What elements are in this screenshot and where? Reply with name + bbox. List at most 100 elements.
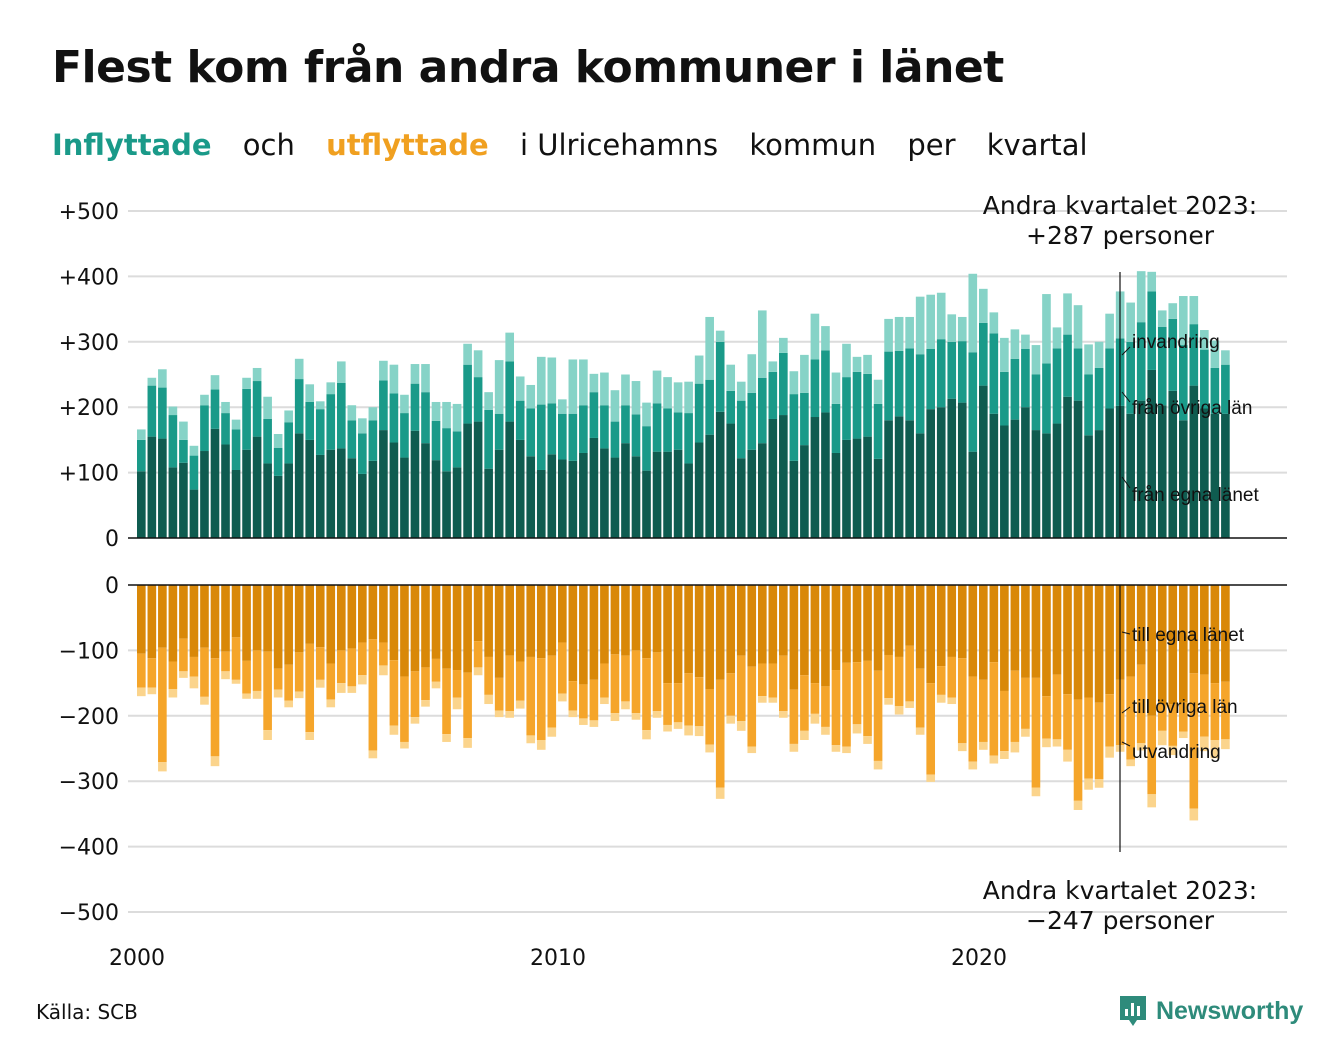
out-bar-q31-s2	[463, 738, 472, 748]
ytick-in-300: +300	[59, 331, 119, 356]
out-bar-q103-s0	[1221, 585, 1230, 682]
out-bar-q81-s2	[989, 755, 999, 764]
out-bar-q14-s0	[284, 585, 293, 665]
in-bar-q40-s1	[558, 413, 567, 460]
out-bar-q71-s2	[884, 698, 893, 705]
in-bar-q101-s2	[1200, 330, 1209, 350]
out-bar-q58-s1	[747, 666, 757, 747]
out-bar-q40-s0	[558, 585, 567, 643]
out-bar-q102-s1	[1210, 683, 1220, 740]
in-bar-q88-s0	[1063, 396, 1072, 538]
label-till-ovriga-lan: till övriga län	[1132, 697, 1238, 718]
out-bar-q41-s0	[568, 585, 578, 682]
in-bar-q25-s1	[400, 413, 409, 458]
out-bar-q28-s0	[431, 585, 441, 659]
out-bar-q27-s1	[421, 667, 430, 701]
out-bar-q20-s2	[347, 686, 357, 693]
in-bar-q26-s0	[410, 430, 420, 538]
in-bar-q92-s1	[1105, 348, 1114, 409]
in-bar-q86-s0	[1042, 433, 1051, 538]
out-bar-q95-s2	[1136, 743, 1146, 751]
in-bar-q46-s1	[621, 405, 630, 444]
out-bar-q9-s2	[231, 679, 241, 684]
out-bar-q80-s0	[979, 585, 988, 680]
in-bar-q29-s0	[442, 471, 451, 538]
in-bar-q43-s2	[589, 373, 599, 393]
in-bar-q31-s0	[463, 423, 472, 538]
out-bar-q101-s1	[1200, 674, 1209, 737]
in-bar-q58-s2	[747, 354, 757, 393]
in-bar-q16-s2	[305, 384, 315, 402]
out-bar-q26-s0	[410, 585, 420, 672]
in-bar-q82-s0	[1000, 425, 1009, 538]
in-bar-q9-s0	[231, 469, 241, 538]
in-bar-q50-s0	[663, 451, 672, 538]
out-bar-q26-s2	[410, 717, 420, 724]
ytick-in-400: +400	[59, 265, 119, 290]
ytick-out-0: 0	[105, 574, 119, 599]
in-bar-q58-s0	[747, 449, 757, 538]
out-bar-q5-s1	[189, 656, 199, 677]
in-bar-q86-s2	[1042, 294, 1051, 364]
in-bar-q23-s0	[379, 430, 388, 538]
in-bar-q56-s2	[726, 364, 736, 391]
in-bar-q41-s0	[568, 460, 578, 538]
out-bar-q68-s2	[852, 724, 862, 734]
out-bar-q77-s0	[947, 585, 957, 657]
in-bar-q32-s1	[473, 377, 483, 422]
in-bar-q18-s1	[326, 394, 336, 450]
in-bar-q36-s1	[515, 400, 525, 440]
out-bar-q37-s0	[526, 585, 536, 657]
in-bar-q39-s2	[547, 357, 557, 404]
subtitle-inflyttade: Inflyttade	[52, 128, 212, 162]
in-bar-q86-s1	[1042, 363, 1051, 434]
out-bar-q74-s2	[915, 727, 925, 735]
out-bar-q16-s1	[305, 643, 315, 733]
out-bar-q96-s2	[1147, 794, 1157, 808]
out-bar-q42-s2	[579, 718, 588, 725]
out-bar-q55-s0	[715, 585, 725, 680]
in-bar-q49-s2	[652, 370, 662, 404]
out-bar-q81-s1	[989, 662, 999, 756]
out-bar-q32-s0	[473, 585, 483, 642]
out-bar-q99-s2	[1178, 731, 1188, 739]
in-bar-q95-s1	[1136, 322, 1146, 401]
in-bar-q94-s1	[1126, 341, 1135, 414]
in-bar-q66-s1	[831, 403, 841, 453]
in-bar-q28-s2	[431, 401, 441, 421]
out-bar-q1-s2	[147, 687, 157, 695]
leader-line-1	[1121, 391, 1131, 403]
out-bar-q26-s1	[410, 671, 420, 718]
out-bar-q36-s1	[515, 661, 525, 701]
subtitle-och: och	[242, 128, 295, 162]
out-bar-q67-s1	[842, 662, 851, 747]
out-bar-q46-s0	[621, 585, 630, 656]
out-bar-q63-s0	[800, 585, 809, 676]
in-bar-q41-s2	[568, 359, 578, 414]
out-bar-q35-s1	[505, 655, 515, 712]
in-bar-q65-s0	[821, 412, 830, 538]
in-bar-q61-s2	[779, 337, 788, 353]
out-bar-q70-s2	[873, 760, 883, 770]
in-bar-q73-s0	[905, 420, 914, 538]
out-bar-q15-s2	[294, 691, 304, 699]
out-bar-q94-s2	[1126, 759, 1135, 767]
in-bar-q35-s2	[505, 332, 515, 362]
in-bar-q26-s2	[410, 364, 420, 384]
out-bar-q102-s2	[1210, 740, 1220, 759]
out-bar-q75-s2	[926, 774, 936, 782]
in-bar-q94-s2	[1126, 302, 1135, 342]
out-bar-q87-s1	[1052, 674, 1062, 740]
in-bar-q81-s2	[989, 312, 999, 334]
in-bar-q103-s1	[1221, 364, 1230, 414]
out-bar-q13-s0	[273, 585, 283, 669]
in-bar-q45-s2	[610, 390, 620, 422]
in-bar-q68-s1	[852, 371, 862, 439]
out-bar-q45-s1	[610, 654, 620, 714]
out-bar-q82-s0	[1000, 585, 1009, 691]
in-bar-q97-s1	[1157, 326, 1167, 406]
out-bar-q65-s2	[821, 726, 830, 735]
out-bar-q69-s1	[863, 660, 872, 737]
out-bar-q70-s1	[873, 670, 883, 761]
ytick-out-400: −400	[59, 836, 119, 861]
